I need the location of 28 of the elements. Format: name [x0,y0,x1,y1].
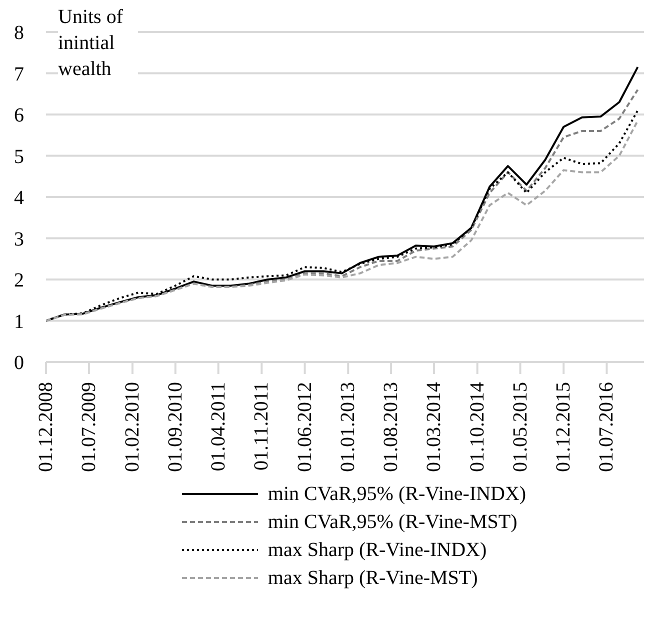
y-tick-label: 7 [14,63,24,86]
y-tick-label: 5 [14,146,24,168]
x-tick-label: 01.09.2010 [164,382,186,472]
x-tick-label: 01.12.2015 [552,382,575,472]
x-tick-label: 01.03.2014 [423,382,445,472]
y-tick-label: 3 [14,228,24,250]
y-tick-label: 8 [14,22,24,44]
y-tick-label: 6 [14,104,24,127]
x-tick-label: 01.10.2014 [466,382,488,472]
legend-label: max Sharp (R-Vine-MST) [268,566,478,590]
x-tick-label: 01.07.2009 [78,382,100,472]
x-tick-label: 01.02.2010 [121,382,144,472]
legend-label: min CVaR,95% (R-Vine-MST) [268,510,518,534]
y-tick-label: 2 [14,270,24,292]
y-tick-label: 4 [14,187,24,210]
y-axis-title: Units of inintial wealth [58,4,138,82]
x-tick-label: 01.07.2016 [596,382,618,472]
y-tick-label: 0 [14,352,24,374]
x-tick-label: 01.04.2011 [207,382,230,472]
x-tick-label: 01.08.2013 [380,382,402,472]
x-tick-label: 01.01.2013 [337,382,360,472]
x-tick-label: 01.11.2011 [250,382,273,471]
x-tick-label: 01.12.2008 [35,382,57,472]
legend-label: min CVaR,95% (R-Vine-INDX) [268,482,526,506]
x-tick-label: 01.06.2012 [294,382,316,472]
legend-label: max Sharp (R-Vine-INDX) [268,538,487,562]
x-tick-label: 01.05.2015 [509,382,532,472]
y-tick-label: 1 [14,310,24,333]
